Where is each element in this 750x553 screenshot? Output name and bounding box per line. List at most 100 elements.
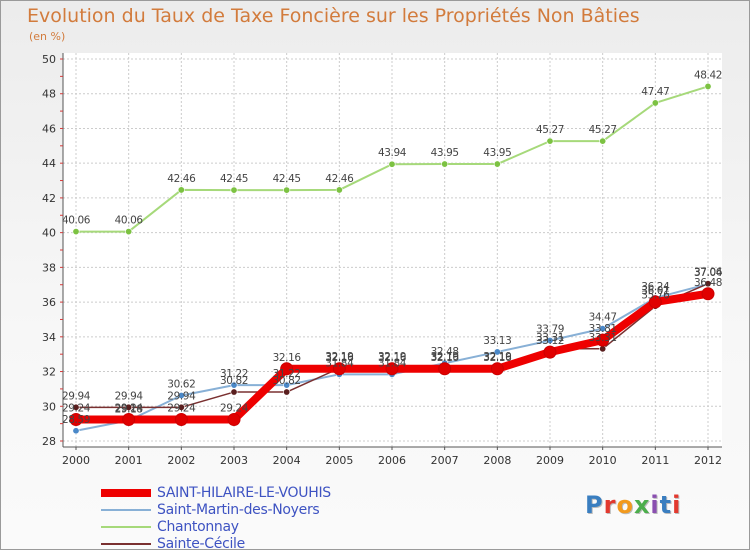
data-label: 29.18 (115, 404, 143, 416)
legend-label: Sainte-Cécile (157, 536, 245, 552)
data-label: 33.31 (589, 332, 617, 344)
series-chantonnay (72, 82, 712, 236)
data-point (283, 381, 291, 389)
data-label: 33.79 (536, 323, 564, 335)
y-tick-label: 50 (42, 53, 56, 66)
data-label: 31.84 (325, 357, 354, 369)
x-tick-label: 2011 (641, 454, 669, 467)
data-point (332, 362, 346, 376)
data-label: 37.06 (694, 267, 723, 279)
data-point (651, 99, 659, 107)
data-label: 30.82 (273, 375, 301, 387)
logo-letter: o (616, 491, 634, 519)
x-tick-label: 2002 (167, 454, 195, 467)
logo-letter: x (633, 491, 651, 519)
data-point (701, 287, 715, 301)
data-label: 29.24 (167, 402, 196, 414)
data-point (388, 160, 396, 168)
y-tick-label: 28 (42, 435, 56, 448)
data-label: 29.24 (115, 402, 144, 414)
data-label: 42.45 (220, 173, 248, 185)
data-label: 43.94 (378, 147, 407, 159)
legend-swatch (101, 526, 151, 528)
data-label: 40.06 (115, 215, 144, 227)
data-point (704, 280, 712, 288)
x-tick-label: 2005 (325, 454, 353, 467)
x-tick-label: 2001 (115, 454, 143, 467)
data-label: 29.24 (220, 402, 249, 414)
data-point (385, 362, 399, 376)
data-point (704, 82, 712, 90)
data-point (599, 325, 607, 333)
data-label: 48.42 (694, 69, 722, 81)
x-tick-label: 2006 (378, 454, 406, 467)
data-label: 29.94 (115, 390, 144, 402)
logo-letter: i (672, 491, 682, 519)
logo-letter: P (585, 491, 604, 519)
data-label: 32.16 (273, 352, 302, 364)
logo-letter: i (650, 491, 660, 519)
y-tick-label: 40 (42, 227, 56, 240)
y-tick-label: 42 (42, 192, 56, 205)
data-point (648, 295, 662, 309)
data-point (72, 427, 80, 435)
data-label: 32.16 (378, 352, 407, 364)
data-label: 33.13 (483, 335, 511, 347)
data-point (335, 186, 343, 194)
legend-swatch (101, 509, 151, 511)
data-label: 28.59 (62, 414, 90, 426)
data-point (174, 412, 188, 426)
data-point (125, 228, 133, 236)
data-label: 37.04 (694, 267, 723, 279)
data-point (72, 403, 80, 411)
data-label: 42.45 (273, 173, 301, 185)
data-point (125, 403, 133, 411)
data-point (230, 186, 238, 194)
legend-swatch (101, 489, 151, 497)
data-point (546, 137, 554, 145)
chart-subtitle: (en %) (29, 30, 66, 43)
x-tick-label: 2003 (220, 454, 248, 467)
y-tick-label: 44 (42, 157, 56, 170)
data-label: 32.16 (431, 352, 460, 364)
proxiti-logo: Proxiti (585, 491, 681, 519)
data-point (280, 362, 294, 376)
data-point (438, 362, 452, 376)
data-point (230, 381, 238, 389)
data-label: 32.19 (483, 351, 511, 363)
x-tick-label: 2007 (431, 454, 459, 467)
data-point (69, 412, 83, 426)
y-tick-label: 32 (42, 366, 56, 379)
data-label: 47.47 (641, 86, 669, 98)
data-label: 43.95 (431, 147, 459, 159)
legend-swatch (101, 543, 151, 545)
series-saint-hilaire-le-vouhis (69, 287, 715, 426)
x-tick-label: 2004 (273, 454, 301, 467)
data-label: 31.22 (220, 368, 248, 380)
data-label: 29.94 (62, 390, 91, 402)
data-label: 45.27 (536, 124, 564, 136)
data-point (493, 348, 501, 356)
data-label: 42.46 (325, 173, 354, 185)
data-label: 31.22 (273, 368, 301, 380)
data-point (227, 412, 241, 426)
data-label: 31.84 (378, 357, 407, 369)
logo-letter: r (603, 491, 617, 519)
data-label: 33.31 (536, 332, 564, 344)
y-tick-label: 46 (42, 122, 56, 135)
y-tick-label: 36 (42, 296, 56, 309)
data-label: 32.19 (431, 351, 459, 363)
y-tick-label: 34 (42, 331, 56, 344)
legend-label: Chantonnay (157, 519, 239, 535)
legend-label: SAINT-HILAIRE-LE-VOUHIS (157, 485, 331, 501)
data-label: 32.16 (483, 352, 512, 364)
data-label: 33.12 (536, 335, 564, 347)
x-tick-label: 2000 (62, 454, 90, 467)
data-point (493, 160, 501, 168)
x-tick-label: 2008 (483, 454, 511, 467)
data-label: 36.24 (641, 281, 670, 293)
data-point (177, 403, 185, 411)
data-label: 36.48 (694, 277, 722, 289)
x-tick-label: 2012 (694, 454, 722, 467)
